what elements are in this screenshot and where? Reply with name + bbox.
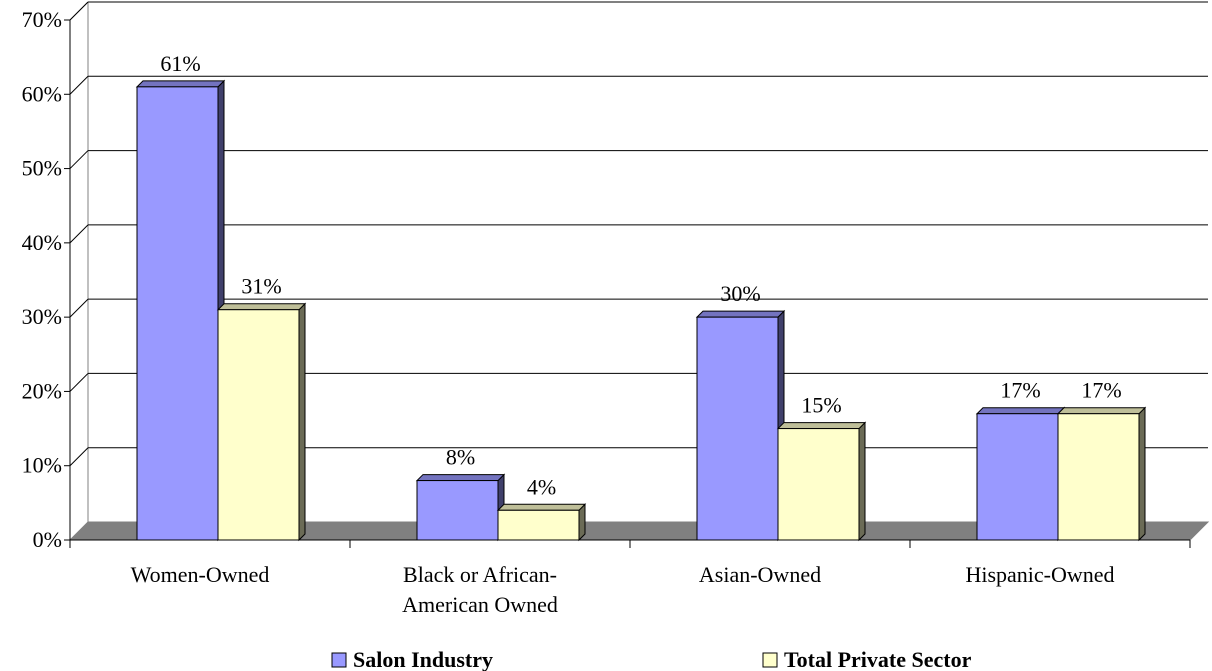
bar-front-face — [136, 86, 219, 541]
legend-swatch — [331, 652, 347, 668]
bar-top-face — [776, 422, 867, 430]
category-labels: Women-Owned Black or African-American Own… — [131, 562, 1115, 617]
bar-top-face — [1056, 407, 1147, 415]
legend-label: Salon Industry — [353, 647, 493, 671]
category-label: Women-Owned — [131, 562, 270, 587]
bar-front-face — [777, 428, 860, 541]
bar-front-face — [217, 309, 300, 541]
legend-item: Salon Industry — [331, 647, 493, 671]
bar-top-face — [216, 303, 307, 311]
gridline-connector — [69, 373, 89, 392]
bar-side-face — [298, 302, 306, 542]
bar — [1056, 406, 1147, 542]
bar-front-face — [696, 316, 779, 541]
bar — [776, 421, 867, 542]
y-tick-label: 40% — [22, 230, 62, 255]
y-tick-label: 0% — [33, 527, 62, 552]
x-axis — [69, 539, 1191, 548]
legend: Salon Industry Total Private Sector — [331, 647, 972, 671]
chart-back-wall — [69, 1, 89, 522]
bar — [216, 302, 307, 542]
y-tick-label: 50% — [22, 156, 62, 181]
data-label: 8% — [446, 445, 475, 470]
bar — [975, 406, 1066, 542]
data-label: 17% — [1000, 378, 1040, 403]
gridline-connector — [69, 1, 89, 21]
bar-front-face — [497, 509, 580, 541]
data-labels: 61% 31% 8% 4% 30% 15% 17% 17% — [160, 51, 1121, 499]
bar-side-face — [1138, 406, 1146, 542]
gridline-connector — [69, 75, 89, 95]
bar-front-face — [416, 480, 499, 541]
y-tick-label: 10% — [22, 453, 62, 478]
bar-front-face — [1057, 413, 1140, 541]
bar — [135, 79, 226, 542]
y-tick-label: 60% — [22, 81, 62, 106]
category-label: Hispanic-Owned — [965, 562, 1114, 587]
data-label: 4% — [527, 474, 556, 499]
bar — [415, 473, 506, 542]
bar — [695, 309, 786, 542]
bar-top-face — [496, 503, 587, 511]
bar-top-face — [415, 474, 506, 482]
data-label: 31% — [241, 274, 281, 299]
gridline-connector — [69, 298, 89, 318]
y-tick-label: 70% — [22, 7, 62, 32]
gridline-connector — [69, 224, 89, 244]
bar-top-face — [135, 80, 226, 88]
category-label: Asian-Owned — [699, 562, 821, 587]
legend-label: Total Private Sector — [784, 647, 972, 671]
legend-swatch — [762, 652, 778, 668]
legend-item: Total Private Sector — [762, 647, 972, 671]
bars — [135, 79, 1147, 542]
y-tick-label: 20% — [22, 378, 62, 403]
bar-front-face — [976, 413, 1059, 541]
data-label: 15% — [801, 393, 841, 418]
category-label: Black or African-American Owned — [402, 562, 558, 617]
gridline-connector — [69, 447, 89, 467]
data-label: 61% — [160, 51, 200, 76]
data-label: 17% — [1081, 378, 1121, 403]
bar — [496, 503, 587, 542]
bar-side-face — [858, 421, 866, 542]
bar-top-face — [695, 310, 786, 318]
gridline-connector — [69, 150, 89, 169]
y-tick-label: 30% — [22, 304, 62, 329]
y-axis: 0% 10% 20% 30% 40% 50% 60% 70% — [22, 7, 71, 552]
data-label: 30% — [720, 281, 760, 306]
bar-top-face — [975, 407, 1066, 415]
